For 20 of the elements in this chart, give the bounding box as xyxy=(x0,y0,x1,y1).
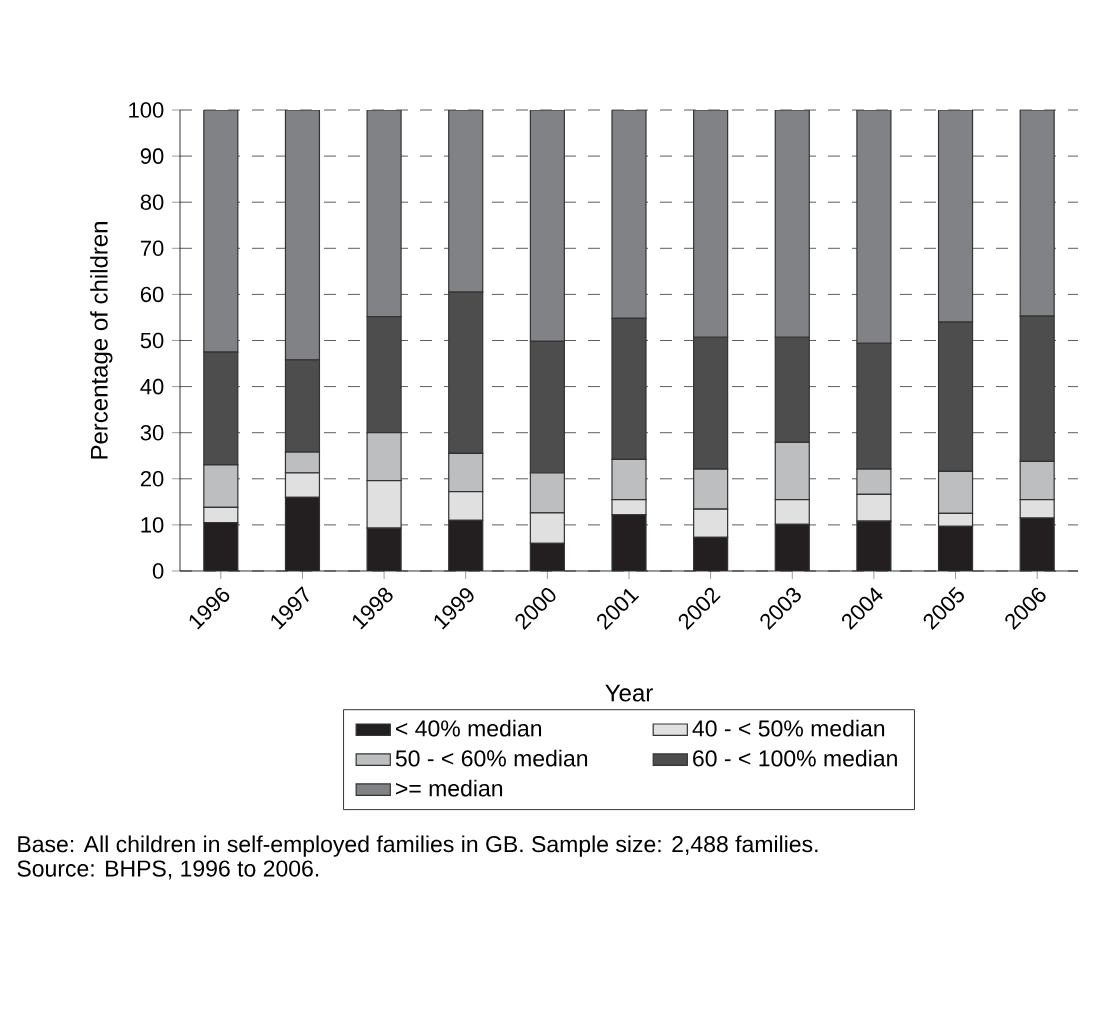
y-tick-label: 60 xyxy=(140,286,164,303)
y-tick-label: 100 xyxy=(129,102,164,118)
y-tick-label: 80 xyxy=(140,194,164,210)
legend-label: 50 - < 60% median xyxy=(395,749,588,767)
x-axis-title: Year xyxy=(605,684,653,702)
y-tick-label: 0 xyxy=(152,563,164,579)
source-note: Source: BHPS, 1996 to 2006. xyxy=(17,860,319,880)
legend-label: < 40% median xyxy=(396,719,542,737)
y-tick-label: 70 xyxy=(140,240,164,257)
y-tick-label: 20 xyxy=(140,471,164,487)
y-tick-label: 10 xyxy=(141,517,164,533)
y-tick-label: 50 xyxy=(140,332,164,349)
text: Base: All children in self-employed families in GB. Sample size: 2,488 families. xyxy=(18,835,818,857)
legend-label: >= median xyxy=(396,779,503,797)
y-axis-title: Percentage of children xyxy=(90,222,113,459)
legend-label: 40 - < 50% median xyxy=(692,719,885,737)
y-tick-label: 90 xyxy=(140,148,164,164)
y-tick-label: 30 xyxy=(140,424,164,441)
legend-label: 60 - < 100% median xyxy=(693,749,897,767)
y-tick-label: 40 xyxy=(140,378,164,395)
